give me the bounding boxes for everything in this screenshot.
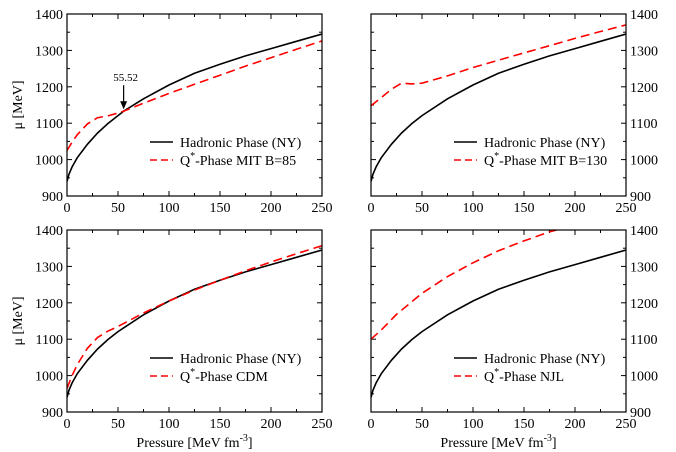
y-tick-label: 1000 [35,370,63,385]
hadronic-series-line [371,249,626,398]
y-tick-label: 1100 [630,117,657,132]
legend-entry: Hadronic Phase (NY) [180,352,302,367]
y-tick-label: 1400 [35,224,63,239]
legend-entry: Hadronic Phase (NY) [484,136,606,151]
panel-bottom-left: 0 50 100 150 200 250 900 1000 1100 1200 1300 1400 μ … [11,224,333,451]
x-tick-label: 100 [463,201,484,216]
y-tick-label: 1000 [630,370,658,385]
legend-entry: Hadronic Phase (NY) [180,136,302,151]
y-axis-title: μ [MeV] [11,80,26,129]
y-tick-label: 1000 [630,154,658,169]
quark-series-line [371,24,626,107]
y-tick-label: 1200 [35,297,63,312]
x-tick-label: 100 [159,417,180,432]
quark-series-line [67,40,322,151]
x-axis-title: Pressure [MeV fm-3] [136,433,252,451]
x-tick-label: 50 [111,417,125,432]
x-tick-label: 0 [64,201,71,216]
x-tick-label: 250 [616,417,637,432]
legend-entry: Q*-Phase MIT B=85 [180,151,296,169]
y-tick-label: 1200 [630,81,658,96]
y-tick-label: 1200 [35,81,63,96]
x-tick-label: 250 [312,417,333,432]
x-tick-label: 150 [514,417,535,432]
x-tick-label: 100 [159,201,180,216]
x-tick-label: 50 [111,201,125,216]
x-tick-label: 200 [565,201,586,216]
legend-entry: Q*-Phase CDM [180,367,268,385]
x-tick-label: 50 [415,417,429,432]
y-tick-label: 1400 [35,8,63,23]
x-tick-label: 250 [616,201,637,216]
plot-frame [370,229,627,413]
x-tick-label: 250 [312,201,333,216]
y-tick-label: 1100 [36,333,63,348]
annotation-arrowhead [120,101,128,110]
y-tick-label: 1300 [35,260,63,275]
x-tick-label: 100 [463,417,484,432]
x-axis-title: Pressure [MeV fm-3] [440,433,556,451]
y-tick-label: 1300 [630,44,658,59]
y-tick-label: 900 [630,190,651,205]
x-tick-label: 0 [368,201,375,216]
panel-top-left: 0 50 100 150 200 250 900 1000 1100 1200 1300 1400 μ … [11,8,333,216]
x-tick-label: 50 [415,201,429,216]
x-tick-label: 200 [261,201,282,216]
y-axis-title: μ [MeV] [11,296,26,345]
x-tick-label: 150 [210,201,231,216]
y-tick-label: 1300 [630,260,658,275]
x-tick-label: 200 [565,417,586,432]
plot-frame [66,13,323,197]
annotation-label: 55.52 [113,72,138,84]
quark-series-line [67,244,322,389]
y-tick-label: 900 [630,406,651,421]
y-tick-label: 900 [42,190,63,205]
x-tick-label: 150 [514,201,535,216]
y-tick-label: 1000 [35,154,63,169]
legend-entry: Q*-Phase MIT B=130 [484,151,607,169]
y-tick-label: 900 [42,406,63,421]
legend-entry: Q*-Phase NJL [484,367,564,385]
x-tick-label: 200 [261,417,282,432]
hadronic-series-line [67,249,322,398]
y-tick-label: 1100 [36,117,63,132]
plot-frame [66,229,323,413]
quark-series-line [371,230,557,340]
y-tick-label: 1200 [630,297,658,312]
y-tick-label: 1100 [630,333,657,348]
x-tick-label: 0 [64,417,71,432]
plot-frame [370,13,627,197]
x-tick-label: 150 [210,417,231,432]
legend-entry: Hadronic Phase (NY) [484,352,606,367]
y-tick-label: 1300 [35,44,63,59]
hadronic-series-line [371,33,626,182]
x-tick-label: 0 [368,417,375,432]
y-tick-label: 1400 [630,8,658,23]
y-tick-label: 1400 [630,224,658,239]
